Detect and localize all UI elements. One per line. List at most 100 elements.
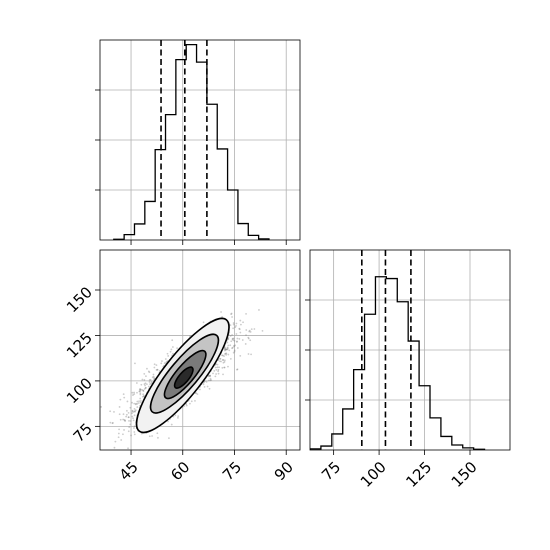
scatter-point: [227, 353, 230, 356]
scatter-point: [239, 331, 242, 334]
scatter-point: [166, 352, 169, 355]
scatter-point: [150, 380, 153, 383]
scatter-point: [144, 387, 147, 389]
scatter-point: [216, 363, 219, 366]
scatter-point: [131, 409, 134, 412]
scatter-point: [133, 433, 136, 436]
scatter-point: [143, 373, 146, 375]
scatter-point: [133, 393, 136, 396]
scatter-point: [123, 396, 126, 399]
scatter-point: [219, 357, 222, 360]
scatter-point: [226, 346, 229, 349]
scatter-point: [203, 380, 206, 383]
scatter-point: [149, 378, 152, 381]
scatter-point: [147, 385, 150, 388]
scatter-point: [185, 403, 188, 406]
scatter-point: [144, 382, 147, 385]
scatter-point: [195, 392, 198, 395]
scatter-point: [209, 374, 211, 377]
scatter-point: [117, 432, 120, 435]
scatter-point: [135, 382, 138, 384]
scatter-point: [122, 393, 125, 396]
scatter-point: [233, 345, 236, 348]
scatter-point: [167, 355, 170, 357]
scatter-point: [232, 322, 235, 324]
scatter-point: [236, 368, 238, 371]
scatter-point: [210, 379, 213, 381]
scatter-point: [129, 406, 132, 409]
scatter-point: [244, 343, 247, 345]
scatter-point: [218, 366, 220, 369]
scatter-point: [152, 373, 155, 376]
scatter-point: [174, 414, 177, 417]
scatter-point: [132, 417, 134, 420]
scatter-point: [142, 395, 145, 398]
scatter-point: [114, 440, 117, 443]
scatter-point: [111, 421, 114, 424]
scatter-point: [130, 434, 132, 437]
scatter-point: [132, 394, 134, 396]
scatter-point: [248, 329, 251, 332]
scatter-point: [245, 329, 248, 331]
scatter-point: [203, 385, 206, 388]
scatter-point: [120, 439, 123, 441]
scatter-point: [234, 326, 237, 329]
scatter-point: [235, 324, 237, 327]
scatter-point: [207, 379, 210, 382]
scatter-point: [127, 430, 130, 433]
scatter-point: [238, 327, 241, 330]
scatter-point: [236, 347, 239, 349]
scatter-point: [133, 391, 136, 394]
scatter-point: [138, 388, 141, 391]
scatter-point: [235, 322, 238, 325]
scatter-point: [233, 344, 235, 347]
scatter-point: [222, 358, 224, 361]
scatter-point: [172, 352, 174, 355]
scatter-point: [209, 379, 212, 382]
scatter-point: [221, 366, 224, 369]
scatter-point: [222, 361, 225, 364]
scatter-point: [221, 354, 223, 357]
scatter-point: [146, 367, 148, 370]
scatter-point: [232, 323, 235, 326]
scatter-point: [151, 376, 154, 379]
scatter-point: [143, 378, 146, 381]
scatter-point: [171, 339, 174, 342]
scatter-point: [250, 353, 252, 356]
scatter-point: [247, 336, 250, 339]
scatter-point: [222, 373, 224, 376]
scatter-point: [217, 372, 220, 375]
scatter-point: [223, 366, 226, 369]
scatter-point: [242, 321, 244, 324]
scatter-point: [139, 401, 142, 404]
scatter-point: [231, 338, 234, 340]
axes-frame: [99, 249, 301, 451]
scatter-point: [151, 435, 153, 437]
scatter-point: [219, 357, 221, 360]
scatter-point: [123, 419, 126, 421]
scatter-point: [117, 436, 120, 439]
scatter-point: [131, 391, 134, 394]
scatter-point: [134, 362, 136, 365]
scatter-point: [236, 368, 239, 371]
scatter-point: [109, 421, 112, 424]
scatter-point: [133, 427, 135, 429]
scatter-point: [122, 413, 125, 416]
scatter-point: [229, 357, 232, 360]
scatter-point: [119, 418, 122, 421]
scatter-point: [138, 390, 141, 392]
scatter-point: [139, 389, 142, 392]
scatter-point: [155, 369, 158, 371]
scatter-point: [206, 385, 209, 388]
scatter-point: [142, 389, 145, 392]
scatter-point: [133, 431, 136, 433]
scatter-point: [147, 370, 150, 373]
scatter-point: [125, 413, 128, 416]
scatter-point: [126, 400, 129, 403]
scatter-point: [169, 350, 172, 353]
scatter-point: [229, 324, 232, 327]
scatter-point: [143, 388, 146, 390]
scatter-point: [170, 348, 173, 351]
